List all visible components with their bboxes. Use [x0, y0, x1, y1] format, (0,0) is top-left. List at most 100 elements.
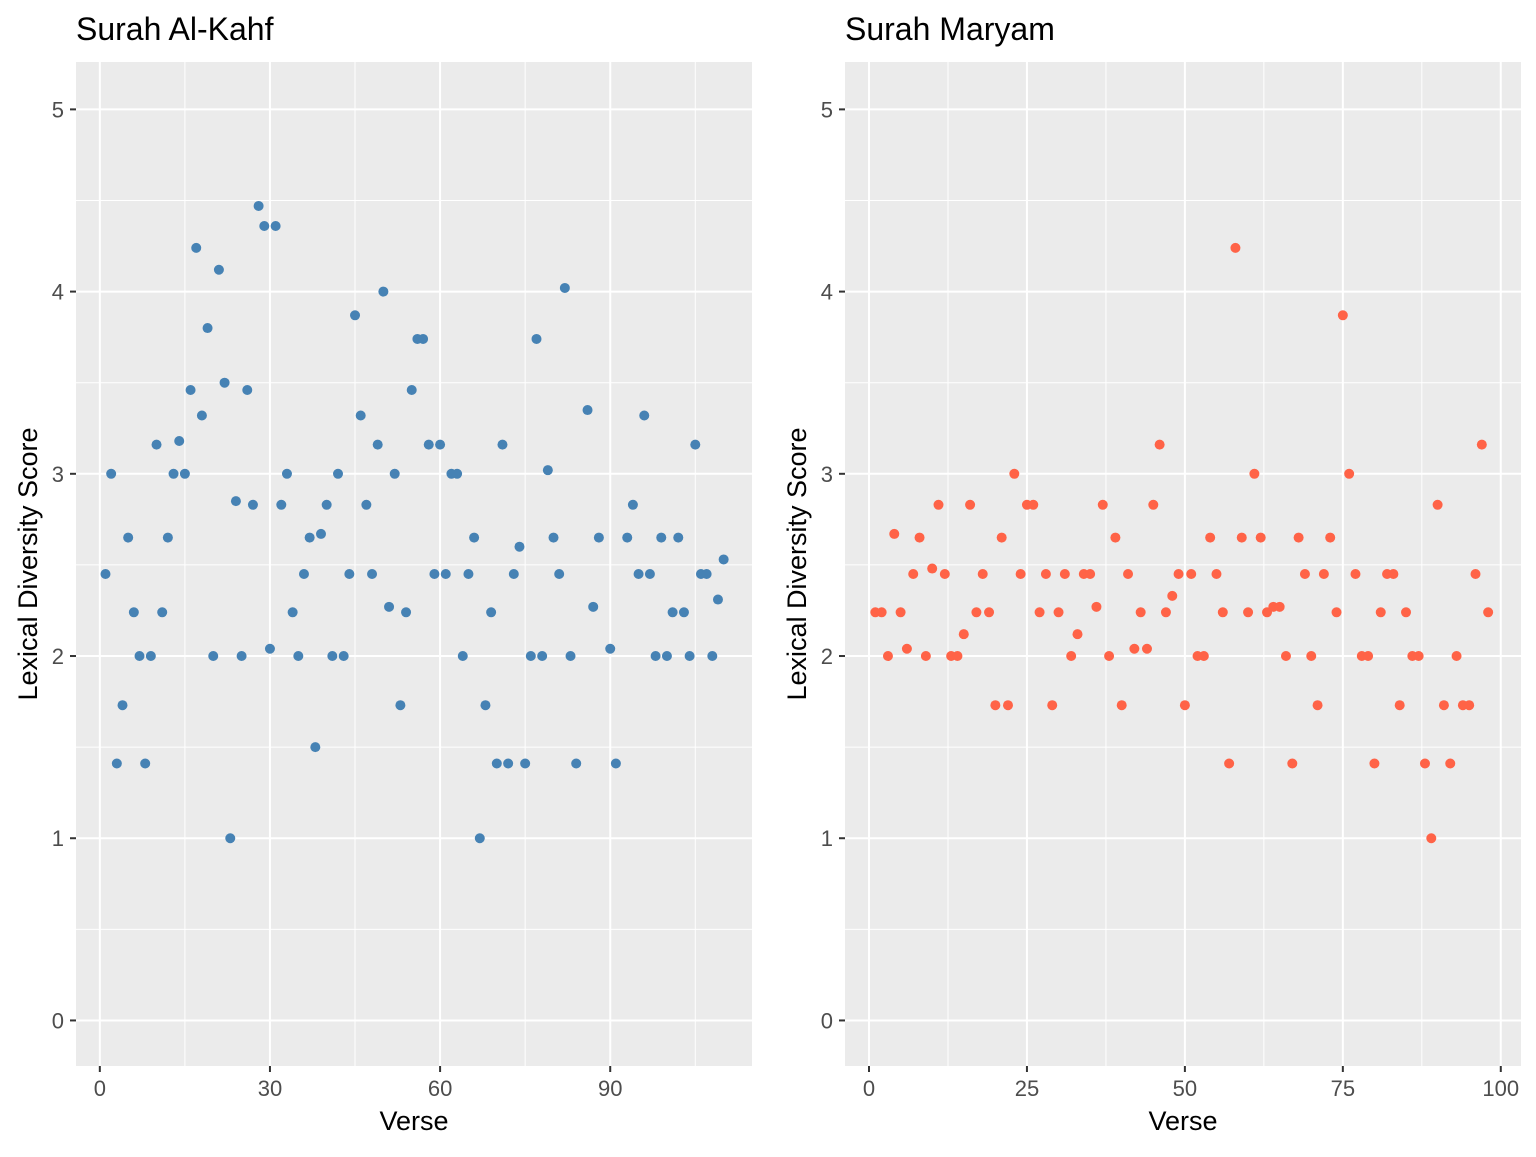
data-point [151, 439, 162, 450]
data-point [542, 465, 553, 476]
data-point [1331, 607, 1342, 618]
data-point [667, 607, 678, 618]
data-point [338, 651, 349, 662]
data-point [1002, 700, 1013, 711]
data-point [310, 742, 321, 753]
data-point [367, 569, 378, 580]
data-point [525, 651, 536, 662]
data-point [996, 532, 1007, 543]
data-point [219, 377, 230, 388]
data-point [106, 468, 117, 479]
data-point [395, 700, 406, 711]
data-point [958, 629, 969, 640]
data-point [1198, 651, 1209, 662]
data-point [701, 569, 712, 580]
data-point [1325, 532, 1336, 543]
x-axis-label: Verse [1148, 1106, 1217, 1136]
data-point [236, 651, 247, 662]
data-point [145, 651, 156, 662]
data-point [690, 439, 701, 450]
data-point [497, 439, 508, 450]
data-point [1091, 601, 1102, 612]
data-point [315, 528, 326, 539]
data-point [1255, 532, 1266, 543]
y-tick-label: 2 [52, 644, 64, 669]
data-point [1394, 700, 1405, 711]
data-point [1116, 700, 1127, 711]
data-point [1401, 607, 1412, 618]
data-point [1243, 607, 1254, 618]
data-point [1318, 569, 1329, 580]
data-point [1186, 569, 1197, 580]
data-point [463, 569, 474, 580]
data-point [520, 758, 531, 769]
panel-al-kahf: Surah Al-Kahf Verse Lexical Diversity Sc… [13, 11, 752, 1136]
data-point [1312, 700, 1323, 711]
data-point [162, 532, 173, 543]
data-point [627, 499, 638, 510]
data-point [571, 758, 582, 769]
data-point [242, 384, 253, 395]
data-point [920, 651, 931, 662]
data-point [1413, 651, 1424, 662]
data-point [321, 499, 332, 510]
data-point [1476, 439, 1487, 450]
data-point [123, 532, 134, 543]
data-point [1293, 532, 1304, 543]
data-point [1217, 607, 1228, 618]
data-point [1034, 607, 1045, 618]
data-point [1419, 758, 1430, 769]
data-point [372, 439, 383, 450]
data-point [508, 569, 519, 580]
data-point [707, 651, 718, 662]
data-point [174, 436, 185, 447]
data-point [927, 563, 938, 574]
data-point [1438, 700, 1449, 711]
data-point [208, 651, 219, 662]
data-point [1179, 700, 1190, 711]
data-point [264, 643, 275, 654]
data-point [895, 607, 906, 618]
data-point [491, 758, 502, 769]
data-point [480, 700, 491, 711]
data-point [1299, 569, 1310, 580]
data-point [622, 532, 633, 543]
data-point [1230, 242, 1241, 253]
data-point [605, 643, 616, 654]
data-point [1110, 532, 1121, 543]
data-point [196, 410, 207, 421]
data-point [639, 410, 650, 421]
x-tick-label: 0 [94, 1076, 106, 1101]
data-point [213, 264, 224, 275]
data-point [179, 468, 190, 479]
x-tick-label: 50 [1173, 1076, 1197, 1101]
data-point [588, 601, 599, 612]
data-point [452, 468, 463, 479]
x-tick-label: 60 [428, 1076, 452, 1101]
y-axis-label: Lexical Diversity Score [13, 427, 43, 700]
gridlines [845, 62, 1521, 1066]
data-point [202, 323, 213, 334]
data-point [259, 220, 270, 231]
data-point [1280, 651, 1291, 662]
data-point [191, 242, 202, 253]
data-point [1388, 569, 1399, 580]
data-point [253, 200, 264, 211]
y-tick-label: 1 [821, 826, 833, 851]
data-point [971, 607, 982, 618]
panel-title: Surah Maryam [845, 11, 1055, 47]
data-point [1369, 758, 1380, 769]
data-point [610, 758, 621, 769]
data-point [111, 758, 122, 769]
data-point [474, 833, 485, 844]
data-point [1040, 569, 1051, 580]
data-point [1148, 499, 1159, 510]
x-tick-label: 90 [598, 1076, 622, 1101]
data-point [1173, 569, 1184, 580]
data-point [914, 532, 925, 543]
plot-background [76, 62, 752, 1066]
data-point [230, 496, 241, 507]
data-point [712, 594, 723, 605]
data-point [952, 651, 963, 662]
data-point [327, 651, 338, 662]
